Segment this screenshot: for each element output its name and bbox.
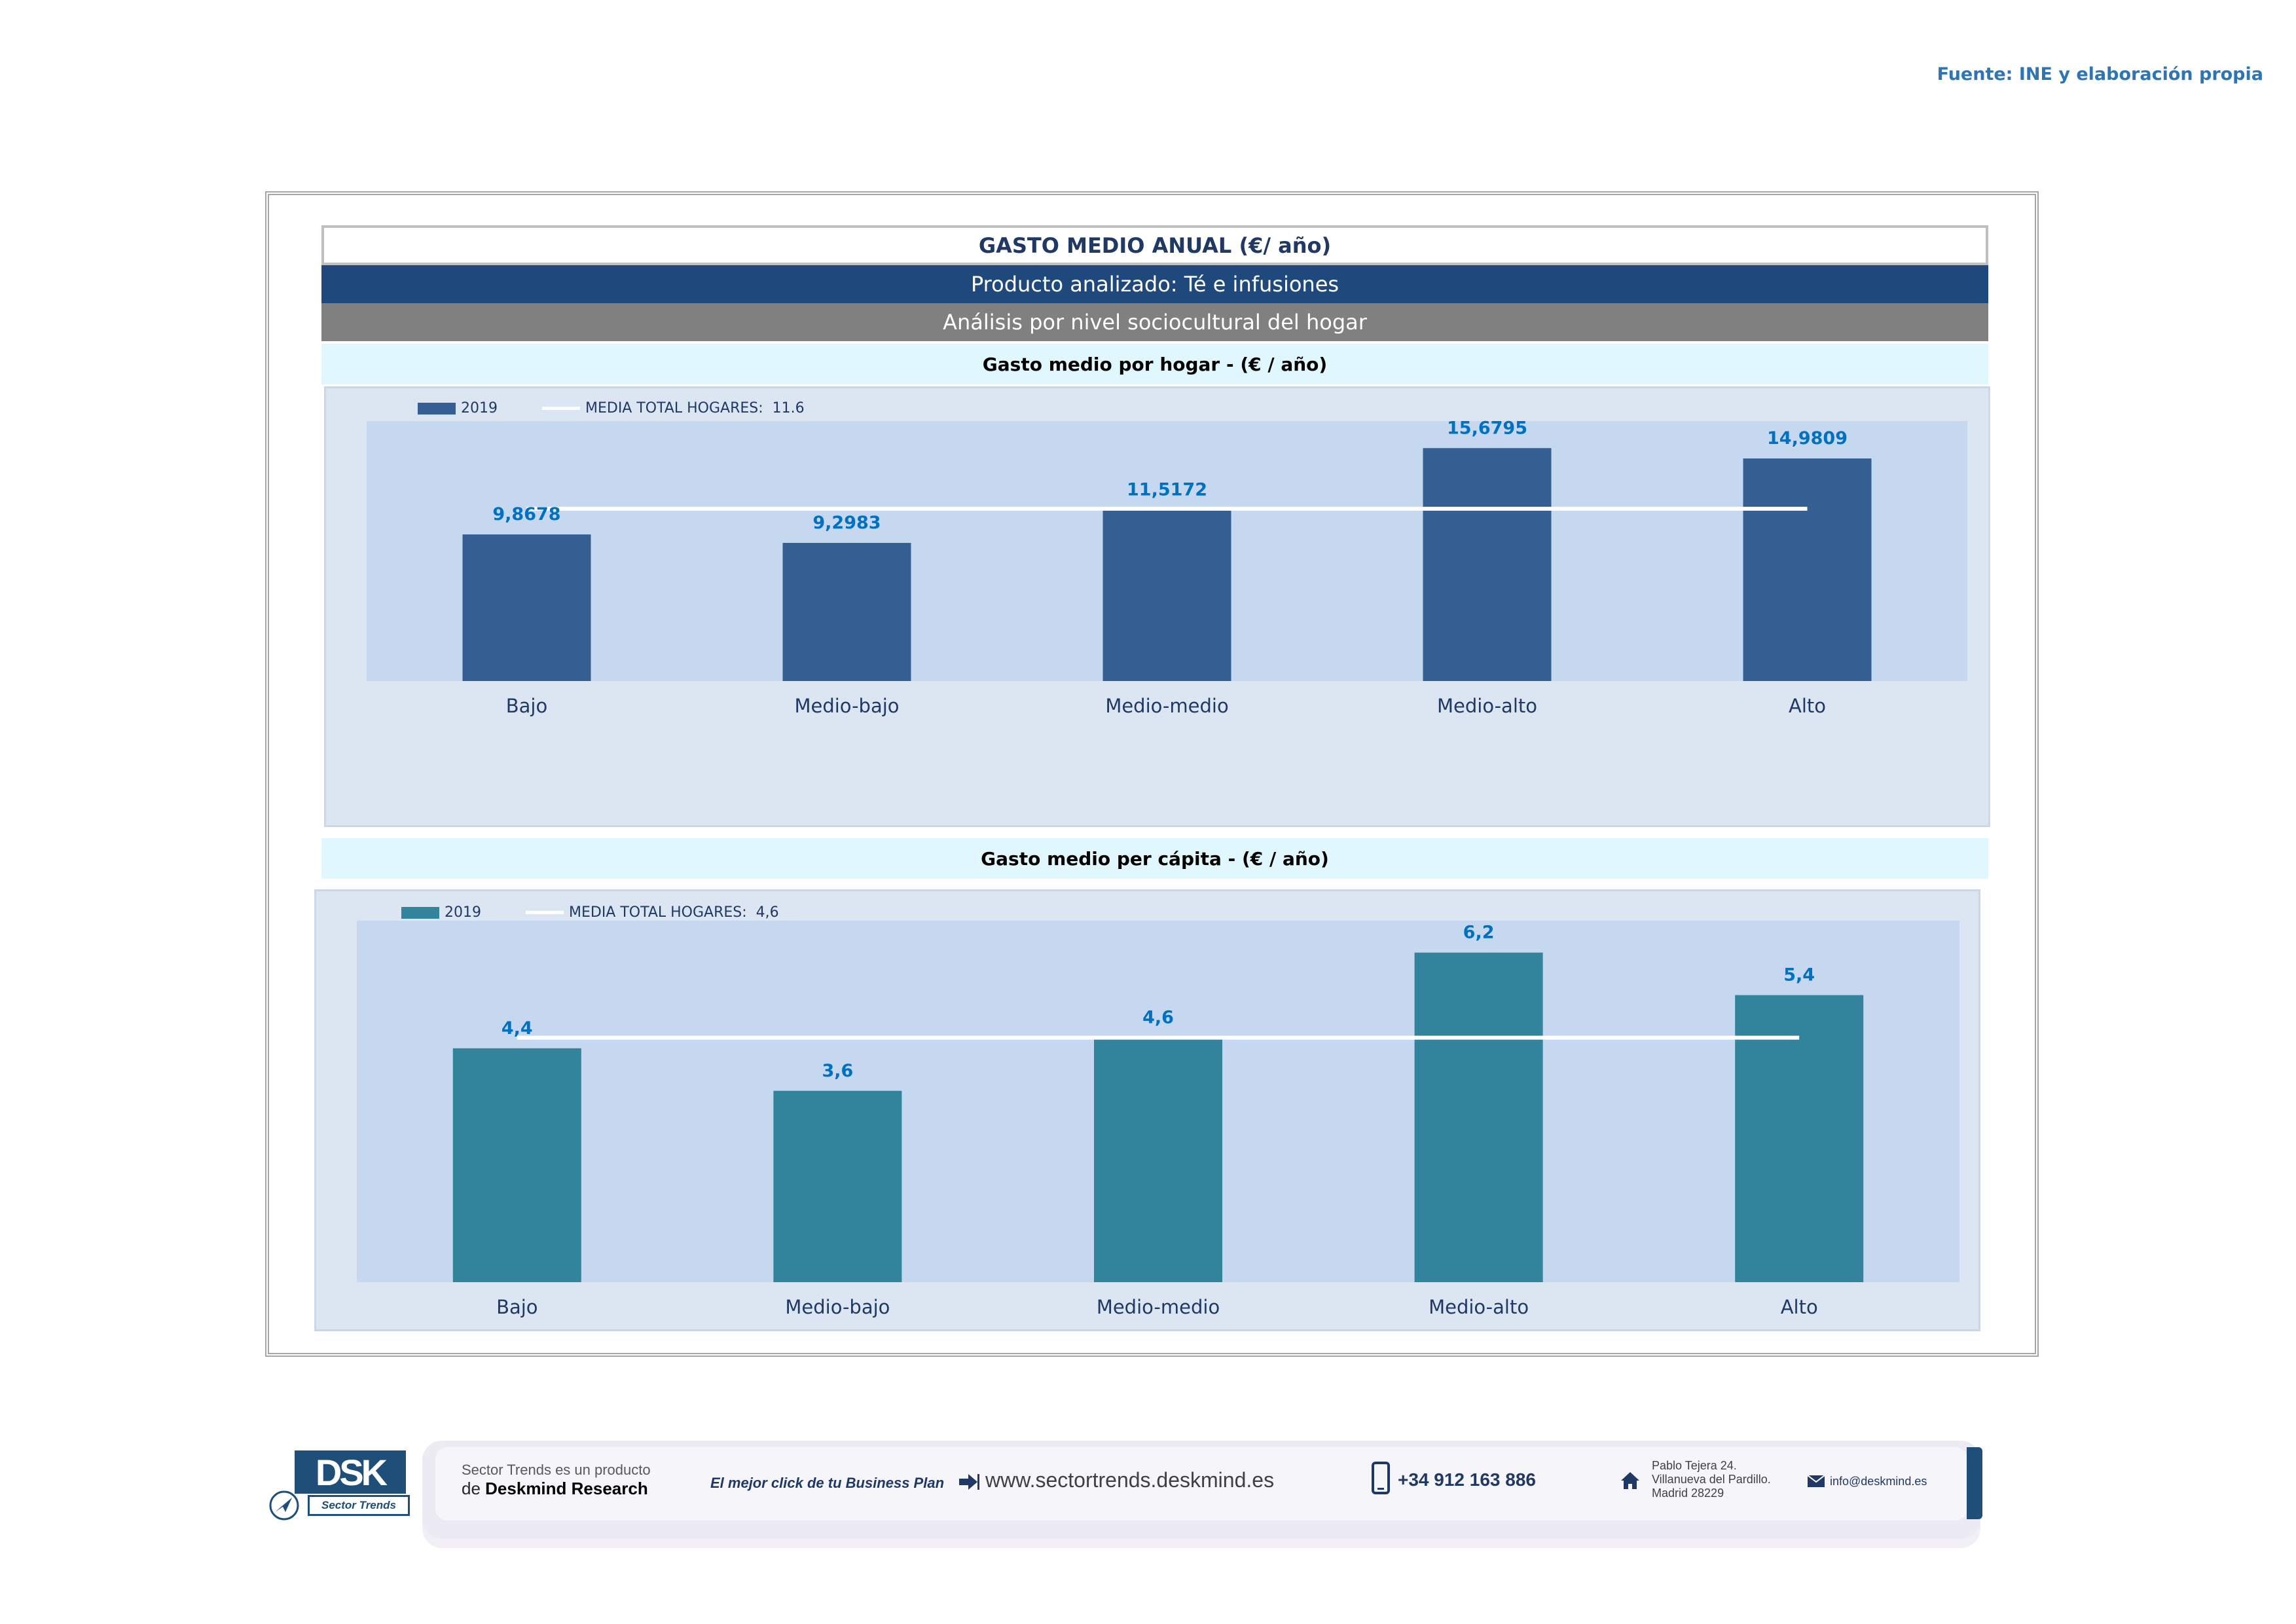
address-line-3: Madrid 28229 [1652, 1486, 1724, 1500]
product-line-2: de Deskmind Research [462, 1479, 648, 1499]
footer-banner: Sector Trends es un producto de Deskmind… [422, 1441, 1990, 1544]
legend-average-value: 4,6 [756, 904, 779, 921]
bar [1094, 1037, 1222, 1282]
product-band: Producto analizado: Té e infusiones [321, 265, 1988, 303]
legend-series-name: 2019 [445, 904, 481, 921]
banner-edge [1967, 1447, 1982, 1519]
bar [462, 534, 591, 681]
category-label: Alto [1781, 1296, 1818, 1318]
bar [1735, 995, 1864, 1282]
data-label: 3,6 [822, 1061, 853, 1081]
chart1-header: Gasto medio por hogar - (€ / año) [321, 344, 1988, 384]
category-label: Medio-medio [1105, 695, 1228, 717]
brand-name: Deskmind Research [485, 1479, 648, 1498]
product-line-1: Sector Trends es un producto [462, 1462, 651, 1478]
address: Pablo Tejera 24. Villanueva del Pardillo… [1652, 1459, 1771, 1500]
category-label: Medio-bajo [794, 695, 899, 717]
category-label: Bajo [506, 695, 547, 717]
email-link[interactable]: info@deskmind.es [1830, 1475, 1927, 1488]
data-label: 14,9809 [1767, 428, 1848, 449]
legend-average-value: 11.6 [772, 400, 805, 416]
data-label: 4,4 [501, 1018, 533, 1039]
product-line-prefix: de [462, 1479, 486, 1498]
report-title: GASTO MEDIO ANUAL (€/ año) [321, 225, 1988, 265]
house-icon [1621, 1472, 1639, 1489]
bar [782, 543, 911, 681]
data-label: 6,2 [1463, 923, 1495, 943]
footer: DSK Sector Trends Sector Trends es un pr… [262, 1441, 2030, 1559]
cursor-arrow-icon [269, 1490, 299, 1521]
bar [1743, 458, 1872, 681]
legend-average-name: MEDIA TOTAL HOGARES: [569, 904, 747, 921]
category-label: Medio-alto [1437, 695, 1537, 717]
chart1-box: 2019 MEDIA TOTAL HOGARES: 11.6 9,8678 Baj… [324, 386, 1990, 827]
data-label: 9,2983 [812, 513, 881, 533]
category-label: Medio-bajo [785, 1296, 890, 1318]
banner-panel [435, 1447, 1967, 1521]
legend-average-name: MEDIA TOTAL HOGARES: [585, 400, 763, 416]
category-label: Alto [1789, 695, 1826, 717]
category-label: Medio-medio [1097, 1296, 1220, 1318]
legend-line-swatch [526, 911, 564, 914]
address-line-1: Pablo Tejera 24. [1652, 1459, 1737, 1472]
logo-mark: DSK [295, 1450, 406, 1494]
category-label: Medio-alto [1429, 1296, 1529, 1318]
data-label: 5,4 [1783, 965, 1815, 986]
bar [452, 1048, 581, 1282]
legend-line-swatch [542, 407, 580, 410]
data-label: 9,8678 [492, 504, 560, 525]
envelope-icon [1807, 1475, 1825, 1487]
logo-subtitle: Sector Trends [308, 1495, 410, 1516]
deskmind-logo[interactable]: DSK Sector Trends [268, 1450, 410, 1522]
slogan: El mejor click de tu Business Plan [710, 1475, 945, 1491]
chart2-legend: 2019 MEDIA TOTAL HOGARES: 4,6 [401, 904, 779, 921]
data-label: 4,6 [1142, 1008, 1174, 1028]
chart1-legend: 2019 MEDIA TOTAL HOGARES: 11.6 [418, 400, 805, 416]
arrow-right-icon [959, 1474, 979, 1490]
chart1-svg: 9,8678 Bajo 9,2983 Medio-bajo 11,5172 Medio-m… [462, 418, 1872, 717]
legend-bar-swatch [401, 906, 439, 919]
chart2-header: Gasto medio per cápita - (€ / año) [321, 838, 1988, 879]
bar [773, 1090, 902, 1282]
category-label: Bajo [496, 1296, 538, 1318]
legend-series-name: 2019 [461, 400, 498, 416]
data-label: 15,6795 [1447, 418, 1527, 438]
analysis-band: Análisis por nivel sociocultural del hog… [321, 303, 1988, 341]
phone-number[interactable]: +34 912 163 886 [1398, 1469, 1536, 1490]
phone-icon [1372, 1462, 1390, 1494]
chart2-box: 2019 MEDIA TOTAL HOGARES: 4,6 4,4 Bajo 3,6… [314, 889, 1980, 1331]
bar [1414, 952, 1543, 1282]
legend-bar-swatch [418, 402, 456, 415]
bar [1102, 509, 1231, 681]
website-link[interactable]: www.sectortrends.deskmind.es [985, 1468, 1275, 1492]
bar [1423, 448, 1552, 681]
address-line-2: Villanueva del Pardillo. [1652, 1473, 1771, 1486]
data-label: 11,5172 [1127, 480, 1207, 500]
source-note: Fuente: INE y elaboración propia [1937, 64, 2263, 84]
chart2-svg: 4,4 Bajo 3,6 Medio-bajo 4,6 Medio-medio 6,2 Med… [452, 923, 1864, 1318]
